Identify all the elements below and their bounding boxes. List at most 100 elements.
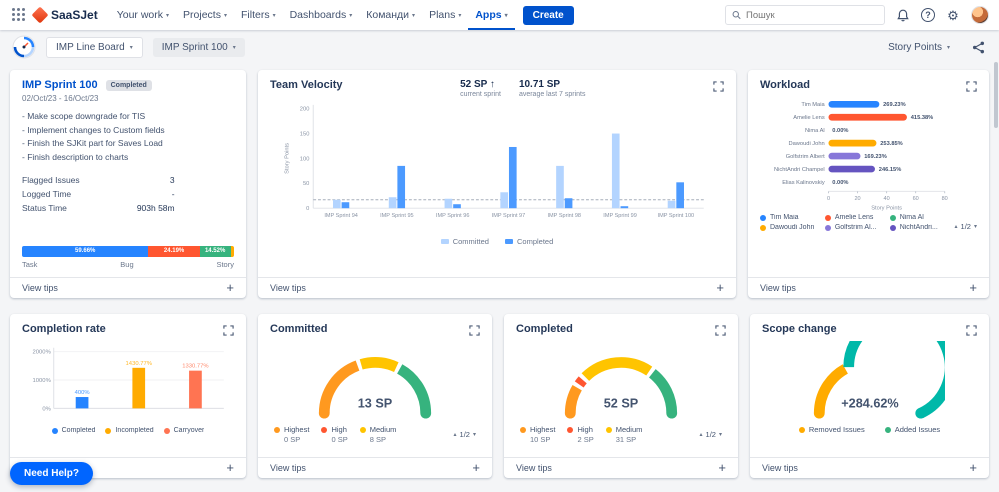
- pagination-up-icon[interactable]: ▴: [699, 432, 703, 438]
- legend-pagination[interactable]: ▴ 1/2 ▾: [955, 222, 977, 231]
- view-tips-link[interactable]: View tips: [270, 462, 306, 473]
- legend-item-highest[interactable]: Highest 0 SP: [274, 425, 309, 444]
- pagination-down-icon[interactable]: ▾: [718, 432, 722, 438]
- board-select[interactable]: IMP Line Board ▾: [46, 36, 143, 58]
- need-help-button[interactable]: Need Help?: [10, 462, 94, 485]
- legend-item-removed-issues[interactable]: Removed Issues: [798, 425, 865, 434]
- current-sprint-value: 52 SP: [460, 79, 488, 90]
- legend-item-carryover[interactable]: Carryover: [163, 427, 204, 434]
- svg-text:1000%: 1000%: [33, 378, 51, 384]
- velocity-chart: 0 50 100 150 200 IMP Sprint 94 IMP Sprint 95 IM…: [268, 101, 726, 235]
- committed-legend: Highest 0 SP High 0 SP Medium 8 SP ▴ 1/2 ▾: [268, 421, 482, 448]
- legend-item-amelie-lens[interactable]: Amelie Lens: [824, 214, 886, 221]
- expand-icon[interactable]: [966, 323, 977, 336]
- help-icon[interactable]: ?: [921, 8, 935, 22]
- sprint-select[interactable]: IMP Sprint 100 ▾: [152, 37, 245, 57]
- expand-icon[interactable]: [469, 323, 480, 336]
- expand-icon[interactable]: [715, 323, 726, 336]
- sprint-card-title[interactable]: IMP Sprint 100: [22, 79, 98, 91]
- completion-rate-card: Completion rate 0% 1000% 2000% 400% 1430.77%…: [10, 314, 246, 478]
- svg-text:150: 150: [300, 131, 310, 137]
- expand-icon[interactable]: [223, 323, 234, 336]
- app-switcher-icon[interactable]: [10, 6, 28, 24]
- issue-breakdown: 59.66% 24.19% 14.52% Task Bug Story: [22, 245, 234, 269]
- pagination-up-icon[interactable]: ▴: [954, 224, 958, 230]
- create-button[interactable]: Create: [522, 5, 574, 25]
- view-tips-link[interactable]: View tips: [762, 462, 798, 473]
- nav-item-dashboards[interactable]: Dashboards ▾: [289, 9, 353, 21]
- svg-text:40: 40: [884, 196, 890, 202]
- pagination-label: 1/2: [459, 430, 470, 439]
- add-icon[interactable]: +: [716, 279, 724, 295]
- svg-text:1430.77%: 1430.77%: [126, 361, 152, 367]
- svg-text:50: 50: [303, 181, 309, 187]
- metric-select[interactable]: Story Points ▾: [879, 38, 959, 57]
- search-icon: [732, 11, 741, 20]
- legend-item-highest[interactable]: Highest 10 SP: [520, 425, 555, 444]
- committed-gauge: 13 SP: [300, 341, 450, 421]
- view-tips-link[interactable]: View tips: [270, 282, 306, 293]
- search-input[interactable]: [746, 9, 878, 21]
- legend-item-medium[interactable]: Medium 31 SP: [605, 425, 642, 444]
- add-icon[interactable]: +: [226, 459, 234, 475]
- svg-text:Golfstrim Albert: Golfstrim Albert: [786, 154, 825, 160]
- nav-item-projects[interactable]: Projects ▾: [183, 9, 227, 21]
- main-nav: Your work ▾ Projects ▾ Filters ▾ Dashboards ▾ Ко…: [110, 0, 515, 30]
- legend-item-completed[interactable]: Completed: [504, 237, 553, 246]
- legend-item-medium[interactable]: Medium 8 SP: [359, 425, 396, 444]
- nav-item-filters[interactable]: Filters ▾: [240, 9, 276, 21]
- view-tips-link[interactable]: View tips: [22, 282, 58, 293]
- view-tips-link[interactable]: View tips: [516, 462, 552, 473]
- legend-item-dawoudi-john[interactable]: Dawoudi John: [760, 224, 821, 231]
- add-icon[interactable]: +: [472, 459, 480, 475]
- card-title: Scope change: [762, 323, 837, 335]
- svg-text:13 SP: 13 SP: [358, 396, 393, 410]
- nav-item-plans[interactable]: Plans ▾: [429, 9, 462, 21]
- saasjet-logo[interactable]: SaaSJet: [31, 6, 98, 24]
- scrollbar[interactable]: [994, 62, 998, 128]
- legend-item-high[interactable]: High 2 SP: [567, 425, 594, 444]
- svg-text:0.00%: 0.00%: [832, 128, 848, 134]
- add-icon[interactable]: +: [226, 279, 234, 295]
- svg-text:+284.62%: +284.62%: [841, 396, 898, 410]
- legend-item-tim-maia[interactable]: Tim Maia: [760, 214, 821, 221]
- report-toolbar: IMP Line Board ▾ IMP Sprint 100 ▾ Story …: [0, 30, 999, 64]
- expand-icon[interactable]: [713, 79, 724, 92]
- nav-item-apps[interactable]: Apps ▾: [468, 0, 514, 30]
- legend-item-high[interactable]: High 0 SP: [321, 425, 348, 444]
- legend-item-completed[interactable]: Completed: [51, 427, 95, 434]
- settings-gear-icon[interactable]: ⚙: [947, 7, 959, 23]
- legend-item-nima-al[interactable]: Nima Al: [889, 214, 951, 221]
- nav-item-your-work[interactable]: Your work ▾: [116, 9, 170, 21]
- svg-text:2000%: 2000%: [33, 350, 51, 356]
- add-icon[interactable]: +: [969, 459, 977, 475]
- metric-select-value: Story Points: [888, 41, 942, 53]
- search-box[interactable]: [725, 5, 885, 25]
- share-icon[interactable]: [969, 38, 987, 56]
- legend-pagination[interactable]: ▴ 1/2 ▾: [454, 430, 476, 439]
- legend-item-golfstrim-al-[interactable]: Golfstrim Al...: [824, 224, 886, 231]
- add-icon[interactable]: +: [969, 279, 977, 295]
- view-tips-link[interactable]: View tips: [760, 282, 796, 293]
- svg-text:IMP Sprint 95: IMP Sprint 95: [380, 213, 414, 219]
- nav-item-команди[interactable]: Команди ▾: [366, 9, 416, 21]
- svg-text:IMP Sprint 96: IMP Sprint 96: [436, 213, 470, 219]
- breakdown-segment-task: 59.66%: [22, 245, 149, 257]
- pagination-up-icon[interactable]: ▴: [453, 432, 457, 438]
- legend-item-added-issues[interactable]: Added Issues: [884, 425, 940, 434]
- pagination-down-icon[interactable]: ▾: [973, 224, 977, 230]
- legend-pagination[interactable]: ▴ 1/2 ▾: [700, 430, 722, 439]
- legend-item-incompleted[interactable]: Incompleted: [105, 427, 154, 434]
- user-avatar[interactable]: [971, 6, 989, 24]
- pagination-label: 1/2: [705, 430, 716, 439]
- add-icon[interactable]: +: [718, 459, 726, 475]
- svg-text:Dawoudi John: Dawoudi John: [789, 141, 825, 147]
- svg-text:60: 60: [913, 196, 919, 202]
- legend-item-committed[interactable]: Committed: [440, 237, 489, 246]
- svg-text:253.85%: 253.85%: [880, 141, 903, 147]
- pagination-down-icon[interactable]: ▾: [472, 432, 476, 438]
- svg-text:269.23%: 269.23%: [883, 102, 906, 108]
- expand-icon[interactable]: [966, 79, 977, 92]
- notifications-bell-icon[interactable]: [894, 6, 912, 24]
- legend-item-nichtandri-[interactable]: NichtAndri...: [889, 224, 951, 231]
